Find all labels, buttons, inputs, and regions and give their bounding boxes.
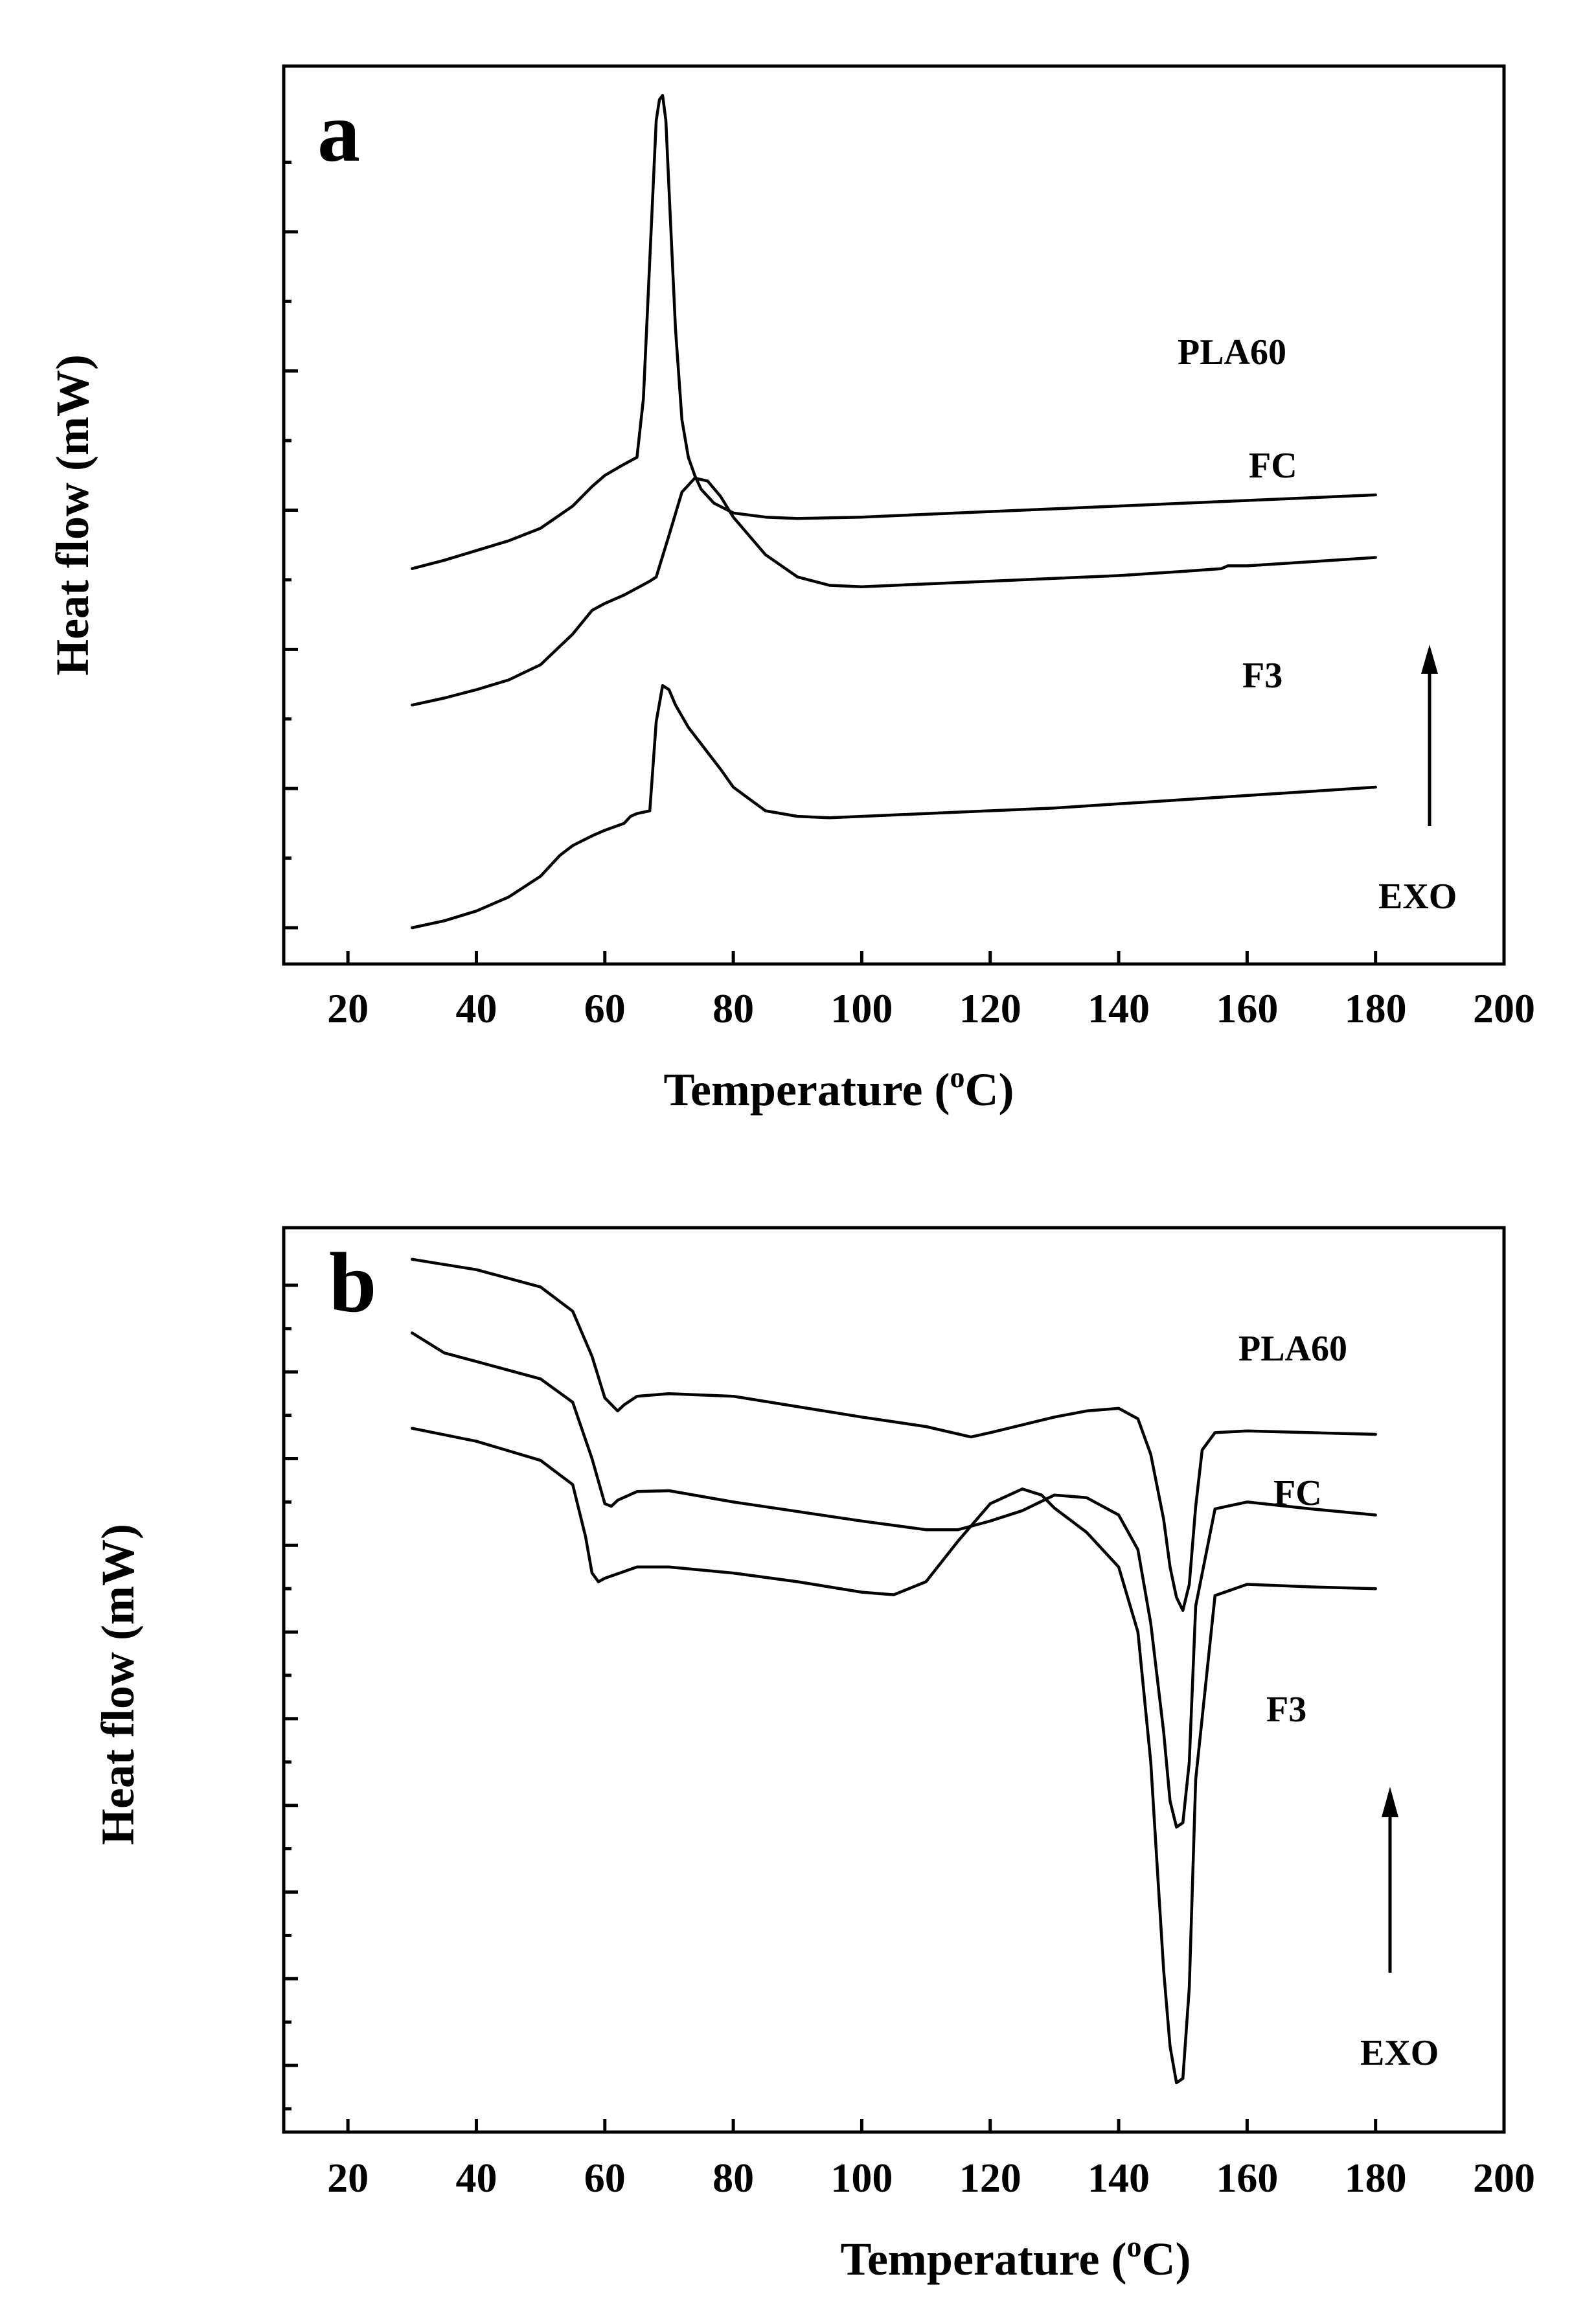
panel-b-xlabel-main: Temperature ( (841, 2233, 1127, 2285)
panel-a-x-axis-title: Temperature (oC) (664, 1061, 1014, 1116)
panel-b-series (411, 1257, 1377, 2085)
panel-b-exo-label: EXO (1360, 2033, 1439, 2073)
panel-a-x-tick-label: 80 (712, 985, 754, 1031)
panel-a-xlabel-main: Temperature ( (664, 1064, 950, 1116)
panel-a-letter: a (317, 84, 360, 179)
panel-a-label-f3: F3 (1242, 656, 1282, 696)
panel-a-label-pla60: PLA60 (1178, 332, 1286, 373)
panel-b-label-fc: FC (1273, 1473, 1322, 1513)
panel-a-x-tick-label: 200 (1473, 985, 1535, 1031)
panel-b-x-tick-label: 120 (959, 2155, 1021, 2201)
panel-a-x-tick-label: 100 (830, 985, 893, 1031)
panel-b-x-tick-label: 200 (1473, 2155, 1535, 2201)
panel-b-x-tick-label: 20 (327, 2155, 369, 2201)
panel-b-x-tick-label: 180 (1345, 2155, 1407, 2201)
panel-a-x-axis: 20 40 60 80 100 120 140 160 180 200 (327, 951, 1535, 1031)
panel-a-y-axis-title: Heat flow (mW) (47, 354, 98, 676)
panel-b-curve-f3 (411, 1427, 1377, 2085)
panel-a-x-tick-label: 160 (1216, 985, 1278, 1031)
panel-a: 20 40 60 80 100 120 140 160 180 200 a PLA60 FC F3… (47, 64, 1535, 1116)
panel-b-y-axis (284, 1283, 298, 2111)
panel-b-label-f3: F3 (1266, 1690, 1306, 1730)
panel-b-xlabel-unit: C) (1141, 2233, 1191, 2285)
panel-b-x-tick-label: 160 (1216, 2155, 1278, 2201)
panel-a-x-tick-label: 140 (1088, 985, 1150, 1031)
panel-b-curve-fc (411, 1331, 1377, 1829)
panel-b-y-axis-title: Heat flow (mW) (92, 1524, 144, 1845)
panel-b-plot-frame (282, 1226, 1506, 2134)
panel-a-x-tick-label: 60 (584, 985, 626, 1031)
panel-b-label-pla60: PLA60 (1238, 1329, 1347, 1369)
panel-b-x-axis-title: Temperature (oC) (841, 2230, 1191, 2285)
panel-b-letter: b (329, 1235, 376, 1330)
panel-b-x-tick-label: 60 (584, 2155, 626, 2201)
panel-a-label-fc: FC (1249, 446, 1297, 486)
panel-b-x-tick-label: 140 (1088, 2155, 1150, 2201)
panel-b-x-tick-label: 80 (712, 2155, 754, 2201)
panel-a-xlabel-unit: C) (964, 1064, 1014, 1116)
panel-b: 20 40 60 80 100 120 140 160 180 200 b PLA60 FC F3… (92, 1226, 1535, 2285)
panel-a-curve-f3 (411, 683, 1377, 930)
panel-a-x-tick-label: 180 (1345, 985, 1407, 1031)
panel-a-xlabel-degree: o (950, 1061, 964, 1094)
panel-a-x-tick-label: 40 (455, 985, 497, 1031)
panel-a-series (411, 94, 1377, 930)
panel-a-curve-pla60 (411, 94, 1377, 570)
panel-b-x-tick-label: 100 (830, 2155, 893, 2201)
panel-a-exo-arrowhead (1421, 645, 1438, 674)
panel-a-exo-arrow (1421, 645, 1438, 826)
panel-a-exo-label: EXO (1378, 877, 1457, 917)
panel-a-x-tick-label: 120 (959, 985, 1021, 1031)
panel-a-plot-frame (282, 64, 1506, 966)
panel-a-y-axis (284, 160, 298, 930)
panel-b-exo-arrow (1382, 1787, 1398, 1973)
panel-b-x-tick-label: 40 (455, 2155, 497, 2201)
panel-b-exo-arrowhead (1382, 1787, 1398, 1817)
panel-a-curve-fc (411, 476, 1377, 707)
panel-b-xlabel-degree: o (1126, 2230, 1141, 2263)
panel-b-curve-pla60 (411, 1257, 1377, 1612)
panel-b-x-axis: 20 40 60 80 100 120 140 160 180 200 (327, 2119, 1535, 2201)
panel-a-x-tick-label: 20 (327, 985, 369, 1031)
